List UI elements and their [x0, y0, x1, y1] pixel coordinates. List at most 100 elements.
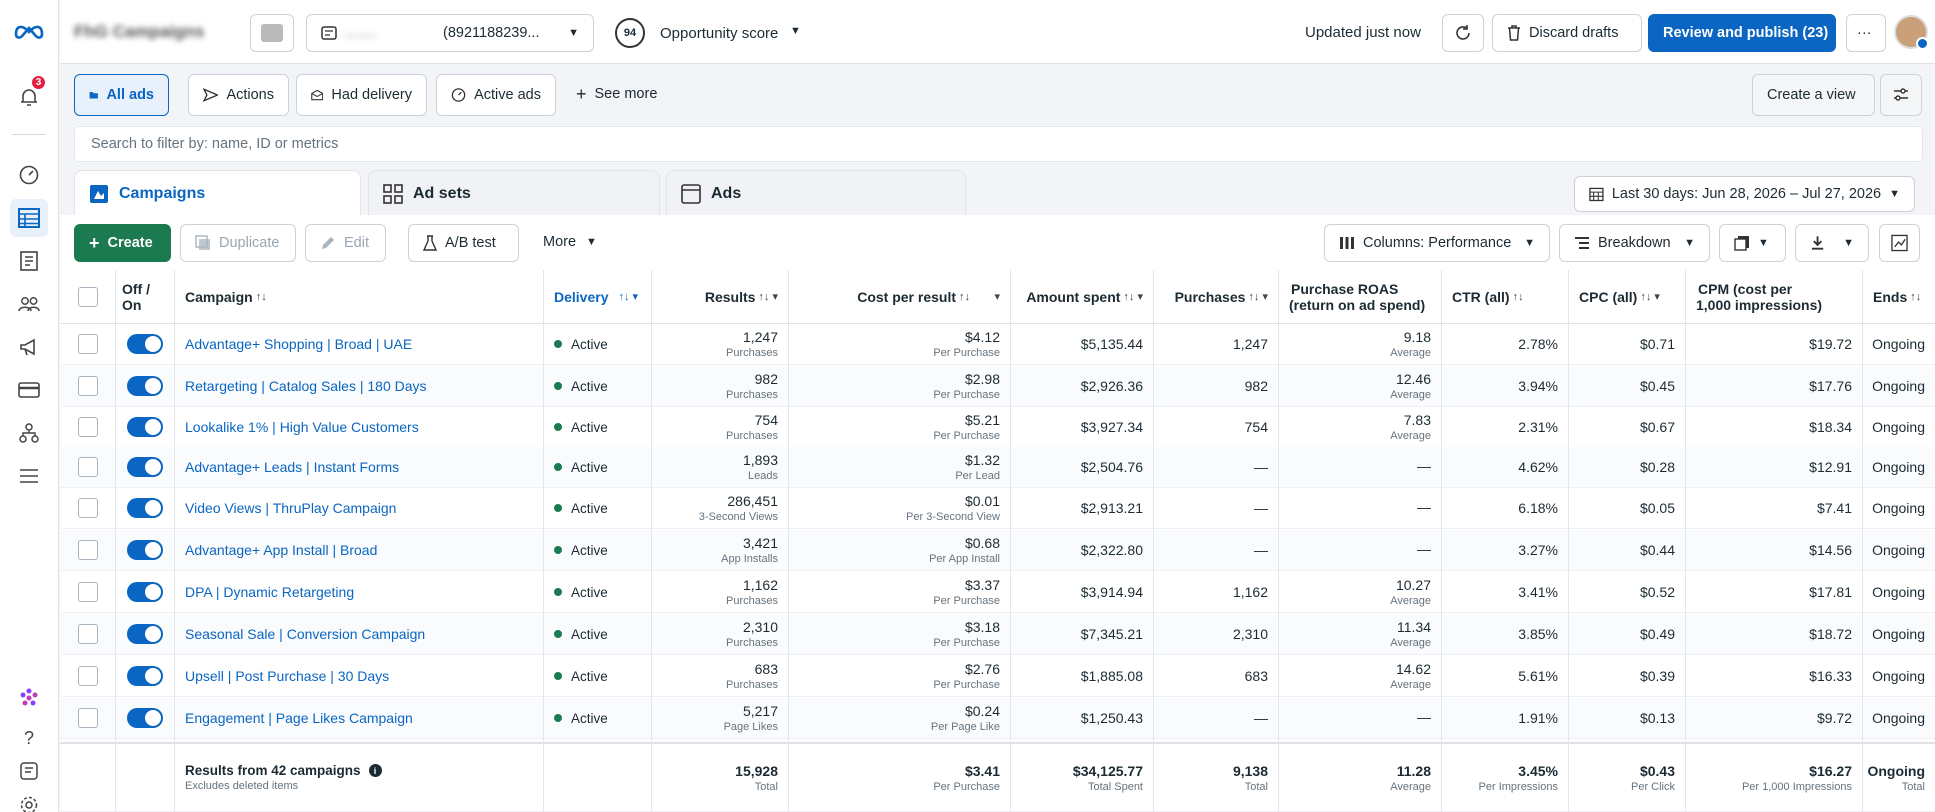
- all-tools-menu-icon[interactable]: [10, 457, 48, 495]
- ab-test-button[interactable]: A/B test: [408, 224, 519, 262]
- more-options-ellipsis-icon[interactable]: ···: [1846, 14, 1886, 52]
- table-row[interactable]: Seasonal Sale | Conversion Campaign Activ…: [60, 614, 1935, 655]
- notifications-bell-icon[interactable]: 3: [10, 74, 48, 116]
- ads-manager-table-icon[interactable]: [10, 199, 48, 237]
- audiences-icon[interactable]: [10, 285, 48, 323]
- edit-button[interactable]: Edit: [305, 224, 386, 262]
- amount-spent-header[interactable]: Amount spent ↑↓ ▾: [1011, 270, 1153, 323]
- campaign-on-off-toggle[interactable]: [127, 457, 163, 477]
- table-row[interactable]: DPA | Dynamic Retargeting Active 1,162 Purc…: [60, 572, 1935, 613]
- date-range-picker[interactable]: Last 30 days: Jun 28, 2026 – Jul 27, 202…: [1574, 176, 1915, 212]
- campaign-on-off-toggle[interactable]: [127, 666, 163, 686]
- row-checkbox[interactable]: [77, 457, 98, 477]
- row-checkbox[interactable]: [77, 417, 98, 437]
- charts-toggle-button[interactable]: [1879, 224, 1920, 262]
- campaign-on-off-toggle[interactable]: [127, 376, 163, 396]
- columns-dropdown[interactable]: Columns: Performance ▼: [1324, 224, 1550, 262]
- purchases-header[interactable]: Purchases ↑↓ ▾: [1154, 270, 1278, 323]
- table-row[interactable]: Advantage+ App Install | Broad Active 3,42…: [60, 530, 1935, 571]
- opportunity-score-label[interactable]: Opportunity score: [660, 25, 779, 42]
- more-dropdown[interactable]: More ▼: [543, 234, 597, 250]
- campaign-name-link[interactable]: Engagement | Page Likes Campaign: [185, 710, 413, 726]
- campaign-name-link[interactable]: Retargeting | Catalog Sales | 180 Days: [185, 378, 427, 394]
- campaign-name-link[interactable]: Seasonal Sale | Conversion Campaign: [185, 626, 426, 642]
- table-row[interactable]: Retargeting | Catalog Sales | 180 Days Ac…: [60, 366, 1935, 407]
- create-button[interactable]: + Create: [74, 224, 171, 262]
- campaign-name-link[interactable]: Advantage+ Leads | Instant Forms: [185, 459, 400, 475]
- table-row[interactable]: Advantage+ Leads | Instant Forms Active 1,…: [60, 447, 1935, 488]
- export-dropdown[interactable]: ▼: [1795, 224, 1869, 262]
- campaign-name-link[interactable]: DPA | Dynamic Retargeting: [185, 584, 355, 600]
- campaign-on-off-toggle[interactable]: [127, 498, 163, 518]
- row-checkbox[interactable]: [77, 376, 98, 396]
- row-checkbox[interactable]: [77, 624, 98, 644]
- campaign-name-link[interactable]: Advantage+ App Install | Broad: [185, 542, 378, 558]
- campaign-on-off-toggle[interactable]: [127, 540, 163, 560]
- dashboard-gauge-icon[interactable]: [10, 156, 48, 194]
- had-delivery-chip[interactable]: Had delivery: [296, 74, 427, 116]
- campaign-name-link[interactable]: Video Views | ThruPlay Campaign: [185, 500, 397, 516]
- ends-header[interactable]: Ends ↑↓: [1863, 270, 1935, 323]
- tab-campaigns[interactable]: Campaigns: [74, 170, 361, 216]
- campaign-name-link[interactable]: Lookalike 1% | High Value Customers: [185, 419, 419, 435]
- cpm-header[interactable]: CPM (cost per 1,000 impressions): [1686, 270, 1862, 323]
- campaign-on-off-toggle[interactable]: [127, 624, 163, 644]
- table-row[interactable]: Lookalike 1% | High Value Customers Activ…: [60, 407, 1935, 448]
- delivery-header[interactable]: Delivery ↑↓ ▾: [544, 270, 651, 323]
- table-row[interactable]: Upsell | Post Purchase | 30 Days Active 68…: [60, 656, 1935, 697]
- all-ads-chip[interactable]: All ads: [74, 74, 169, 116]
- campaign-header[interactable]: Campaign ↑↓: [175, 270, 543, 323]
- user-avatar[interactable]: [1894, 15, 1929, 50]
- search-input[interactable]: Search to filter by: name, ID or metrics: [74, 126, 1923, 162]
- cpc-header[interactable]: CPC (all) ↑↓ ▾: [1569, 270, 1685, 323]
- business-hierarchy-icon[interactable]: [10, 414, 48, 452]
- campaign-on-off-toggle[interactable]: [127, 417, 163, 437]
- create-view-button[interactable]: Create a view: [1752, 74, 1875, 116]
- table-row[interactable]: Engagement | Page Likes Campaign Active 5,…: [60, 698, 1935, 739]
- ctr-header[interactable]: CTR (all) ↑↓: [1442, 270, 1568, 323]
- purchase-roas-header[interactable]: Purchase ROAS (return on ad spend): [1279, 270, 1441, 323]
- tab-ad-sets[interactable]: Ad sets: [368, 170, 660, 216]
- row-checkbox[interactable]: [77, 708, 98, 728]
- campaign-on-off-toggle[interactable]: [127, 708, 163, 728]
- active-ads-chip[interactable]: Active ads: [436, 74, 556, 116]
- campaign-on-off-toggle[interactable]: [127, 334, 163, 354]
- table-row[interactable]: Advantage+ Shopping | Broad | UAE Active 1…: [60, 324, 1935, 365]
- row-checkbox[interactable]: [77, 666, 98, 686]
- ad-account-selector[interactable]: ........ (8921188239... ▼: [306, 14, 594, 52]
- opportunity-score-gauge[interactable]: 94: [615, 18, 645, 48]
- row-checkbox[interactable]: [77, 334, 98, 354]
- breakdown-dropdown[interactable]: Breakdown ▼: [1559, 224, 1710, 262]
- account-avatar-button[interactable]: [250, 14, 294, 52]
- see-more-link[interactable]: + See more: [576, 85, 657, 103]
- megaphone-icon[interactable]: [10, 328, 48, 366]
- actions-chip[interactable]: Actions: [188, 74, 289, 116]
- meta-ai-icon[interactable]: [10, 679, 48, 717]
- reports-icon[interactable]: [10, 242, 48, 280]
- billing-card-icon[interactable]: [10, 371, 48, 409]
- table-row[interactable]: Video Views | ThruPlay Campaign Active 286…: [60, 488, 1935, 529]
- off-on-header[interactable]: Off / On: [116, 270, 174, 323]
- campaign-name-link[interactable]: Advantage+ Shopping | Broad | UAE: [185, 336, 413, 352]
- discard-drafts-button[interactable]: Discard drafts: [1492, 14, 1642, 52]
- review-and-publish-button[interactable]: Review and publish (23): [1648, 14, 1836, 52]
- row-checkbox[interactable]: [77, 582, 98, 602]
- duplicate-button[interactable]: Duplicate: [180, 224, 296, 262]
- row-checkbox[interactable]: [77, 498, 98, 518]
- cost-per-result-header[interactable]: Cost per result ↑↓ ▾: [789, 270, 1010, 323]
- refresh-button[interactable]: [1442, 14, 1484, 52]
- meta-logo-icon[interactable]: [10, 12, 48, 50]
- campaign-on-off-toggle[interactable]: [127, 582, 163, 602]
- settings-gear-icon[interactable]: [10, 786, 48, 812]
- info-icon[interactable]: i: [368, 764, 382, 777]
- account-name[interactable]: FhG Campaigns: [74, 22, 205, 41]
- feedback-icon[interactable]: [10, 752, 48, 790]
- reports-dropdown[interactable]: ▼: [1719, 224, 1786, 262]
- tab-ads[interactable]: Ads: [666, 170, 966, 216]
- filter-settings-sliders-icon[interactable]: [1880, 74, 1922, 116]
- campaign-name-link[interactable]: Upsell | Post Purchase | 30 Days: [185, 668, 390, 684]
- select-all-checkbox[interactable]: [77, 286, 98, 307]
- results-header[interactable]: Results ↑↓ ▾: [652, 270, 788, 323]
- row-checkbox[interactable]: [77, 540, 98, 560]
- help-question-icon[interactable]: ?: [23, 727, 34, 748]
